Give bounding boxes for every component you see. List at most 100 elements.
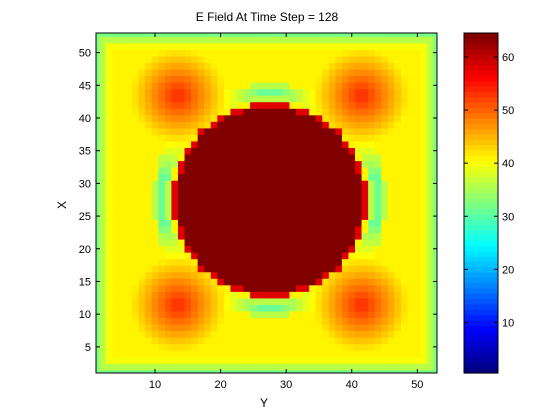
- colorbar-cell: [464, 80, 498, 87]
- heatmap-cell: [243, 232, 251, 240]
- heatmap-cell: [328, 101, 336, 109]
- heatmap-cell: [328, 323, 336, 332]
- heatmap-cell: [132, 153, 140, 162]
- heatmap-cell: [269, 160, 277, 168]
- heatmap-cell: [368, 369, 376, 373]
- heatmap-cell: [243, 147, 251, 155]
- heatmap-cell: [132, 186, 140, 194]
- heatmap-cell: [177, 369, 186, 373]
- heatmap-cell: [309, 291, 317, 299]
- heatmap-cell: [289, 173, 297, 181]
- heatmap-cell: [256, 167, 264, 175]
- plot-frame: [95, 32, 438, 374]
- heatmap-cell: [230, 284, 238, 292]
- heatmap-cell: [276, 62, 284, 70]
- heatmap-cell: [151, 258, 159, 266]
- heatmap-cell: [381, 95, 389, 103]
- heatmap-cell: [322, 206, 330, 214]
- heatmap-cell: [105, 95, 113, 103]
- heatmap-cell: [322, 180, 330, 188]
- heatmap-cell: [230, 121, 238, 129]
- heatmap-cell: [230, 225, 238, 234]
- heatmap-cell: [427, 186, 435, 194]
- heatmap-cell: [105, 147, 113, 155]
- heatmap-cell: [282, 160, 291, 168]
- heatmap-cell: [250, 245, 258, 253]
- heatmap-cell: [381, 88, 389, 96]
- heatmap-cell: [394, 337, 402, 345]
- heatmap-cell: [381, 212, 389, 220]
- heatmap-cell: [341, 232, 350, 240]
- heatmap-cell: [236, 284, 245, 292]
- heatmap-cell: [230, 350, 238, 358]
- heatmap-cell: [151, 153, 159, 162]
- heatmap-cell: [217, 82, 225, 90]
- heatmap-cell: [381, 127, 389, 135]
- heatmap-cell: [105, 323, 113, 332]
- colorbar-tick-label: 50: [502, 105, 514, 117]
- heatmap-cell: [361, 193, 369, 201]
- heatmap-cell: [164, 147, 173, 155]
- heatmap-cell: [368, 101, 376, 109]
- heatmap-cell: [414, 356, 422, 364]
- heatmap-cell: [322, 258, 330, 266]
- heatmap-cell: [374, 193, 382, 201]
- heatmap-cell: [322, 114, 330, 122]
- heatmap-cell: [177, 337, 186, 345]
- heatmap-cell: [296, 153, 304, 162]
- heatmap-cell: [138, 271, 146, 279]
- heatmap-cell: [125, 42, 133, 50]
- heatmap-cell: [387, 219, 395, 227]
- heatmap-cell: [355, 291, 363, 299]
- heatmap-cell: [204, 304, 212, 312]
- heatmap-cell: [151, 193, 159, 201]
- heatmap-cell: [296, 173, 304, 181]
- heatmap-cell: [387, 317, 395, 325]
- heatmap-cell: [407, 167, 415, 175]
- heatmap-cell: [191, 356, 199, 364]
- heatmap-cell: [296, 199, 304, 207]
- colorbar-cell: [464, 64, 498, 71]
- heatmap-cell: [125, 62, 133, 70]
- heatmap-cell: [138, 310, 146, 319]
- heatmap-cell: [125, 330, 133, 338]
- heatmap-cell: [282, 297, 291, 305]
- heatmap-cell: [263, 317, 271, 325]
- heatmap-cell: [105, 186, 113, 194]
- heatmap-cell: [282, 245, 291, 253]
- heatmap-cell: [118, 180, 127, 188]
- heatmap-cell: [282, 108, 291, 116]
- heatmap-cell: [125, 75, 133, 83]
- heatmap-cell: [420, 212, 428, 220]
- heatmap-cell: [145, 140, 153, 149]
- heatmap-cell: [394, 225, 402, 234]
- heatmap-cell: [407, 55, 415, 64]
- heatmap-cell: [112, 186, 120, 194]
- heatmap-cell: [184, 82, 192, 90]
- heatmap-cell: [368, 140, 376, 149]
- heatmap-cell: [368, 330, 376, 338]
- heatmap-cell: [197, 55, 205, 64]
- heatmap-cell: [400, 238, 409, 247]
- heatmap-cell: [282, 212, 291, 220]
- heatmap-cell: [341, 350, 350, 358]
- heatmap-cell: [164, 88, 173, 96]
- heatmap-cell: [302, 153, 310, 162]
- heatmap-cell: [315, 108, 323, 116]
- colorbar-cell: [464, 86, 498, 93]
- heatmap-cell: [197, 49, 205, 57]
- heatmap-cell: [400, 33, 409, 37]
- heatmap-cell: [256, 114, 264, 122]
- heatmap-cell: [204, 127, 212, 135]
- heatmap-cell: [328, 225, 336, 234]
- heatmap-cell: [381, 199, 389, 207]
- heatmap-cell: [256, 369, 264, 373]
- heatmap-cell: [322, 271, 330, 279]
- heatmap-cell: [263, 291, 271, 299]
- heatmap-cell: [420, 278, 428, 286]
- heatmap-cell: [368, 147, 376, 155]
- heatmap-cell: [250, 219, 258, 227]
- heatmap-cell: [289, 193, 297, 201]
- heatmap-cell: [348, 265, 356, 273]
- heatmap-cell: [132, 252, 140, 260]
